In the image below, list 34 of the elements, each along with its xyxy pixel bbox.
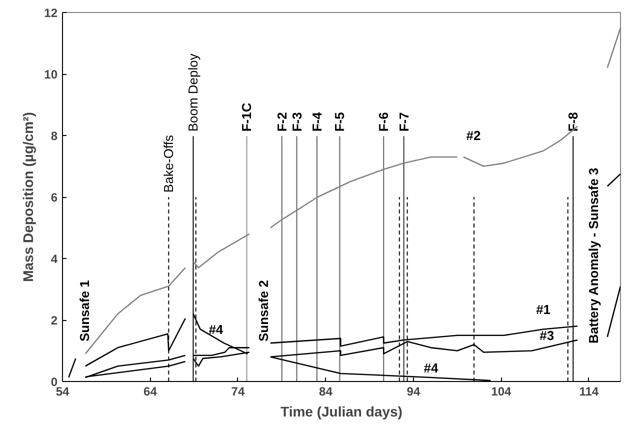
annotation: Sunsafe 2 xyxy=(256,280,271,342)
y-tick-label: 2 xyxy=(50,314,58,328)
ref-line-label: F-8 xyxy=(566,112,581,132)
text: #4 xyxy=(208,322,224,338)
x-tick-label: 74 xyxy=(231,384,245,398)
y-tick-label: 4 xyxy=(50,252,58,266)
y-axis-title: Mass Deposition (µg/cm²) xyxy=(20,112,36,282)
x-tick-label: 94 xyxy=(406,384,420,398)
ref-line-label: F-6 xyxy=(376,112,392,132)
annotation: Sunsafe 1 xyxy=(77,280,92,342)
ref-line-label: F-4 xyxy=(309,111,324,132)
x-tick-label: 114 xyxy=(579,384,599,398)
x-tick-label: 54 xyxy=(56,384,70,398)
series-label: #2 xyxy=(466,128,481,144)
series-label: #1 xyxy=(536,302,551,318)
x-tick-label: 64 xyxy=(144,384,158,398)
series-label: #3 xyxy=(540,328,554,343)
y-tick-label: 10 xyxy=(44,68,58,82)
y-tick-label: 6 xyxy=(50,190,58,204)
y-tick-label: 8 xyxy=(50,129,58,143)
ref-line-label: F-7 xyxy=(396,112,412,132)
ref-line-label: F-1C xyxy=(239,102,254,132)
annotation: Battery Anomaly - Sunsafe 3 xyxy=(586,168,601,344)
x-tick-label: 104 xyxy=(491,384,512,398)
ref-line-label: F-2 xyxy=(274,112,290,132)
series-label: #4 xyxy=(424,360,439,376)
x-tick-label: 84 xyxy=(319,384,333,398)
ref-line-label: F-3 xyxy=(289,112,304,132)
ref-line-label: Bake-Offs xyxy=(161,134,176,193)
y-tick-label: 12 xyxy=(44,6,58,20)
y-tick-label: 0 xyxy=(50,375,58,389)
x-axis-title: Time (Julian days) xyxy=(280,404,402,420)
ref-line-label: Boom Deploy xyxy=(186,53,201,132)
ref-line-label: F-5 xyxy=(332,112,348,132)
